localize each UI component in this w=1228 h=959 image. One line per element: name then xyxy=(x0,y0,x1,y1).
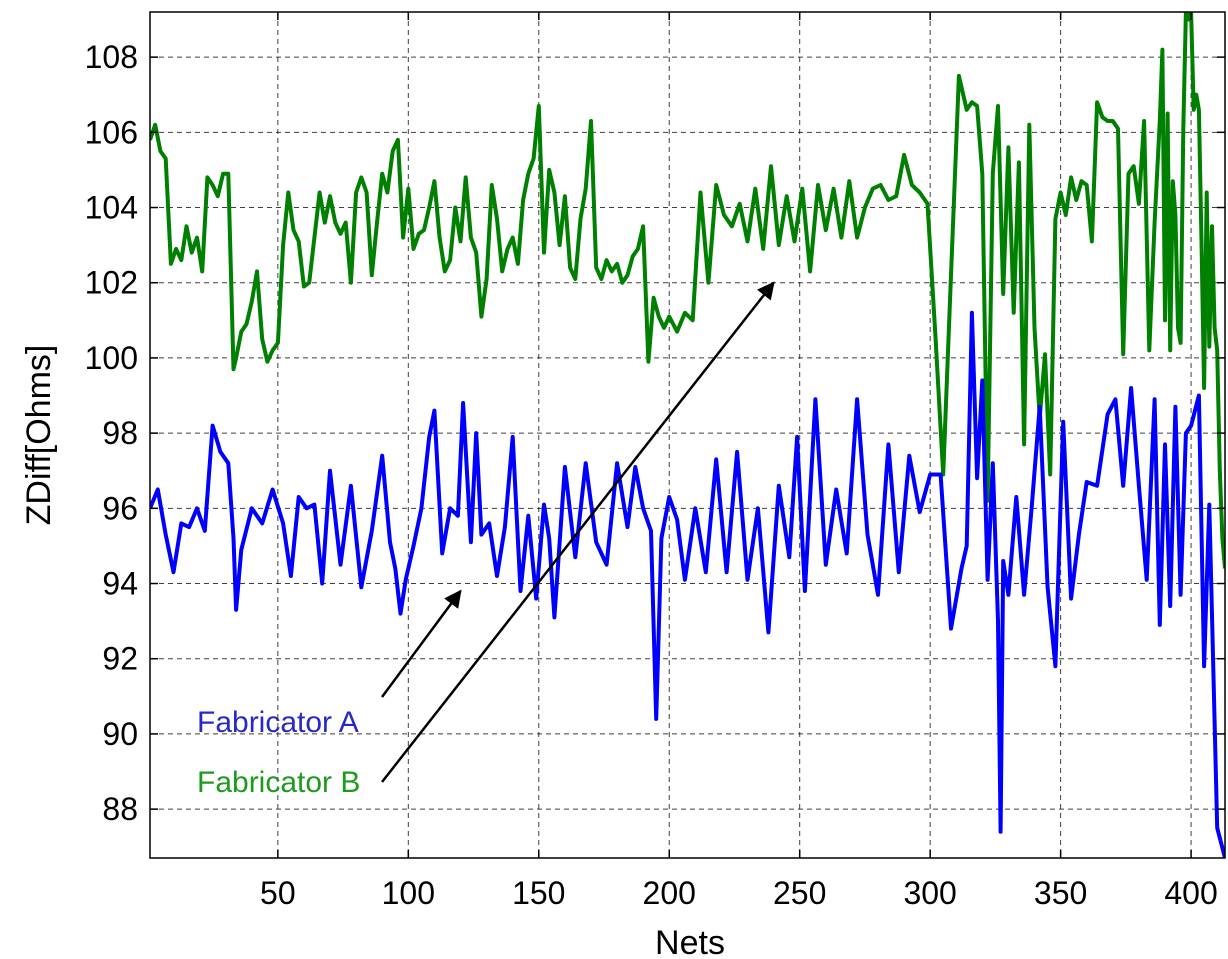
annotations: Fabricator A Fabricator B xyxy=(197,281,775,799)
y-tick-label: 92 xyxy=(102,641,138,677)
x-tick-label: 250 xyxy=(773,875,826,911)
x-axis-title: Nets xyxy=(655,924,725,959)
y-tick-label: 94 xyxy=(102,566,138,602)
x-axis: 50 100 150 200 250 300 350 400 xyxy=(260,12,1218,911)
x-tick-label: 50 xyxy=(260,875,296,911)
y-tick-label: 98 xyxy=(102,415,138,451)
plot-area xyxy=(150,12,1225,858)
series-line-fabricator-a xyxy=(150,310,1225,858)
series-layer xyxy=(150,12,1225,858)
y-tick-label: 100 xyxy=(85,340,138,376)
y-tick-label: 108 xyxy=(85,39,138,75)
x-tick-label: 100 xyxy=(382,875,435,911)
y-tick-label: 102 xyxy=(85,265,138,301)
x-tick-label: 200 xyxy=(643,875,696,911)
plot-frame xyxy=(149,11,1226,859)
y-tick-label: 96 xyxy=(102,490,138,526)
x-tick-label: 300 xyxy=(903,875,956,911)
y-tick-label: 90 xyxy=(102,716,138,752)
y-axis: 88 90 92 94 96 98 100 102 104 106 108 xyxy=(85,39,1225,827)
x-tick-label: 150 xyxy=(512,875,565,911)
series-line-fabricator-b xyxy=(150,12,1225,569)
annotation-arrow-fabricator-b xyxy=(381,281,775,783)
x-tick-label: 350 xyxy=(1034,875,1087,911)
annotation-label-fabricator-a: Fabricator A xyxy=(197,706,359,739)
y-axis-title: ZDiff[Ohms] xyxy=(20,345,58,526)
annotation-label-fabricator-b: Fabricator B xyxy=(197,766,360,799)
y-tick-label: 106 xyxy=(85,114,138,150)
x-tick-label: 400 xyxy=(1164,875,1217,911)
y-tick-label: 104 xyxy=(85,190,138,226)
y-tick-label: 88 xyxy=(102,791,138,827)
annotation-arrow-fabricator-a xyxy=(380,589,462,698)
